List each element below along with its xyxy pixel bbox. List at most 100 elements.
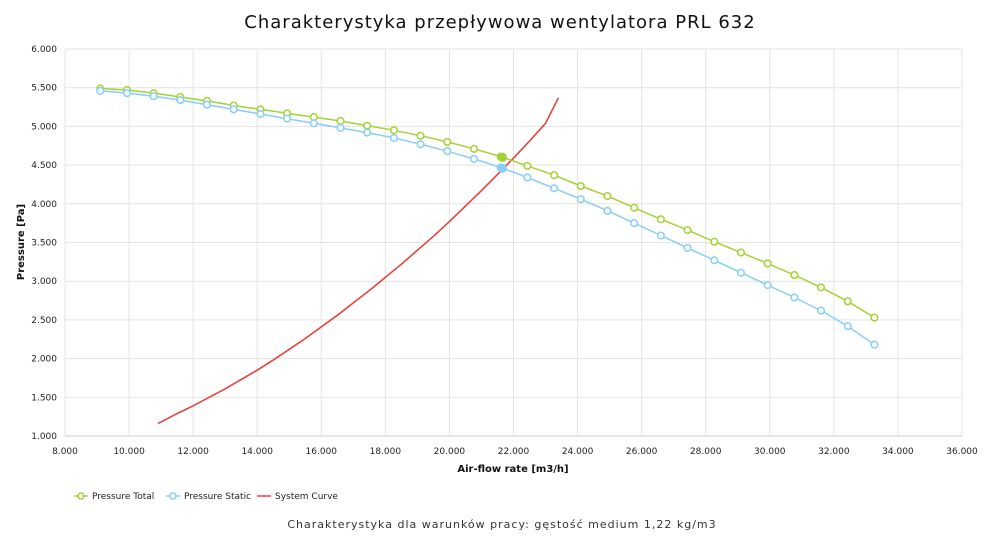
y-tick-label: 4.500	[31, 161, 57, 171]
pressure-static-point	[283, 114, 292, 123]
pressure-total-point	[630, 203, 639, 212]
y-axis-label: Pressure [Pa]	[16, 204, 27, 280]
series-system-curve	[157, 97, 560, 425]
x-tick-label: 16.000	[306, 447, 338, 457]
legend-label: Pressure Static	[184, 492, 251, 502]
pressure-total-point	[576, 181, 585, 191]
pressure-total-point	[603, 192, 612, 201]
pressure-total-point	[870, 313, 879, 322]
pressure-total-point	[443, 137, 452, 146]
x-tick-label: 24.000	[562, 447, 594, 457]
pressure-static-point	[122, 89, 131, 98]
series-pressure-total	[96, 84, 879, 322]
pressure-total-point	[523, 161, 532, 170]
pressure-static-point	[816, 306, 826, 315]
series-layer	[96, 84, 879, 425]
y-tick-label: 2.500	[31, 316, 57, 326]
x-tick-label: 32.000	[818, 447, 850, 457]
pressure-total-point	[843, 297, 852, 306]
pressure-static-point	[96, 86, 105, 95]
pressure-static-point	[309, 119, 318, 128]
x-tick-label: 28.000	[690, 447, 722, 457]
pressure-static-point	[469, 154, 479, 163]
grid-lines	[64, 48, 963, 437]
x-tick-label: 22.000	[498, 447, 530, 457]
pressure-static-point	[336, 123, 345, 132]
pressure-total-point	[416, 131, 425, 140]
x-axis-label: Air-flow rate [m3/h]	[457, 464, 568, 475]
pressure-static-point	[523, 173, 532, 182]
pressure-total-point	[656, 215, 665, 224]
pressure-total-point	[550, 171, 559, 180]
y-tick-label: 5.000	[31, 122, 57, 132]
x-tick-label: 10.000	[113, 447, 145, 457]
pressure-static-point	[603, 206, 612, 215]
pressure-total-point	[683, 226, 692, 235]
pressure-static-point	[443, 147, 452, 156]
x-tick-label: 18.000	[370, 447, 402, 457]
pressure-static-point	[576, 195, 585, 204]
y-tick-label: 2.000	[31, 355, 57, 365]
y-tick-label: 1.500	[31, 393, 57, 403]
y-tick-label: 3.500	[31, 239, 57, 249]
pressure-total-point	[710, 237, 719, 246]
x-tick-label: 34.000	[882, 447, 914, 457]
x-tick-label: 8.000	[52, 447, 78, 457]
y-tick-label: 3.000	[31, 277, 57, 287]
pressure-total-line	[100, 87, 875, 319]
legend-item-pressure-static: Pressure Static	[166, 492, 251, 502]
pressure-static-point	[229, 105, 238, 114]
y-axis-ticks: 1.000 1.500 2.000 2.500 3.000 3.500 4.000 4.500…	[31, 45, 57, 442]
chart-caption: Charakterystyka dla warunków pracy: gęst…	[287, 518, 716, 531]
pressure-static-point	[363, 128, 372, 137]
legend-item-system-curve: System Curve	[257, 492, 338, 502]
pressure-total-point	[469, 144, 479, 153]
pressure-static-point	[843, 322, 852, 331]
pressure-total-point	[389, 126, 398, 135]
pressure-static-line	[100, 90, 875, 346]
legend-marker	[77, 492, 85, 500]
pressure-total-point	[763, 259, 772, 268]
pressure-static-point	[763, 281, 772, 290]
pressure-static-point	[389, 133, 398, 143]
pressure-total-point	[336, 116, 345, 126]
pressure-static-point	[656, 231, 665, 240]
legend-marker	[169, 492, 177, 500]
y-tick-label: 6.000	[31, 45, 57, 55]
y-tick-label: 5.500	[31, 84, 57, 94]
pressure-static-point	[736, 268, 746, 277]
x-tick-label: 12.000	[177, 447, 209, 457]
y-tick-label: 4.000	[31, 200, 57, 210]
y-tick-label: 1.000	[31, 432, 57, 442]
system-curve-line	[157, 97, 560, 425]
operating-point-total	[497, 152, 507, 163]
pressure-static-point	[870, 340, 879, 349]
pressure-static-point	[683, 243, 692, 252]
x-tick-label: 20.000	[434, 447, 466, 457]
legend: Pressure Total Pressure Static System Curv…	[74, 492, 338, 502]
x-tick-label: 14.000	[241, 447, 273, 457]
pressure-static-point	[710, 256, 719, 265]
legend-item-pressure-total: Pressure Total	[74, 492, 154, 502]
pressure-static-point	[630, 219, 639, 228]
pressure-static-point	[149, 92, 158, 101]
x-tick-label: 30.000	[754, 447, 786, 457]
x-tick-label: 36.000	[946, 447, 978, 457]
legend-label: Pressure Total	[92, 492, 154, 502]
pressure-static-point	[256, 109, 265, 119]
chart-title: Charakterystyka przepływowa wentylatora …	[244, 12, 755, 33]
pressure-static-point	[550, 184, 559, 193]
operating-point-static	[497, 163, 507, 173]
legend-label: System Curve	[275, 492, 338, 502]
pressure-total-point	[790, 270, 799, 280]
pressure-static-point	[416, 140, 425, 149]
pressure-static-point	[790, 293, 799, 302]
pressure-static-point	[202, 100, 212, 109]
pressure-total-point	[816, 283, 826, 292]
pressure-total-point	[736, 248, 746, 257]
pressure-static-point	[176, 96, 185, 105]
x-tick-label: 26.000	[626, 447, 658, 457]
x-axis-ticks: 8.000 10.000 12.000 14.000 16.000 18.000 20.00…	[52, 447, 978, 457]
pressure-total-point	[363, 121, 372, 130]
